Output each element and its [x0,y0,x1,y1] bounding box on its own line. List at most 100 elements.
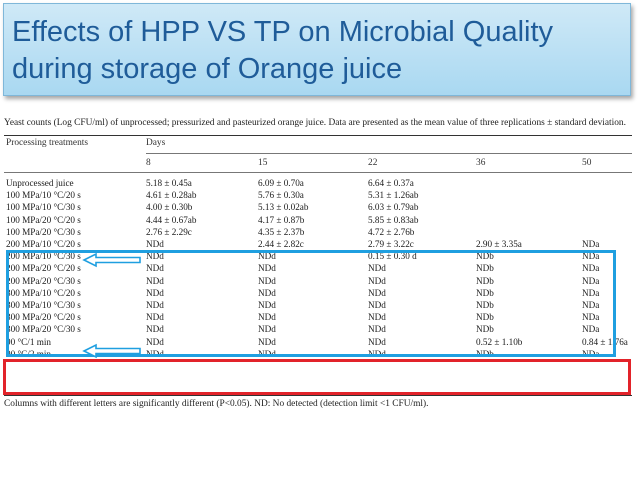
value-cell: NDb [476,275,494,286]
value-cell: NDb [476,324,494,335]
day-header: 36 [476,158,486,168]
value-cell: NDd [146,251,164,262]
table-top-rule [4,135,632,136]
value-cell: NDb [476,312,494,323]
value-cell: NDa [582,348,600,359]
table-row: 200 MPa/20 °C/30 s NDd NDd NDd NDb NDa [0,276,638,287]
title-banner: Effects of HPP VS TP on Microbial Qualit… [3,3,631,96]
value-cell: 6.64 ± 0.37a [368,178,414,188]
value-cell: NDd [146,300,164,310]
value-cell: 2.44 ± 2.82c [258,239,304,249]
treatment-cell: 300 MPa/20 °C/20 s [6,312,81,323]
value-cell: 4.35 ± 2.37b [258,226,305,237]
value-cell: NDa [582,275,600,286]
days-subrule [146,153,632,154]
value-cell: NDd [368,348,386,359]
day-header: 22 [368,158,378,168]
treatment-cell: 300 MPa/10 °C/20 s [6,287,81,298]
value-cell: 5.13 ± 0.02ab [258,202,309,213]
value-cell: NDa [582,263,600,274]
value-cell: NDd [258,251,276,262]
value-cell: NDd [258,336,276,347]
value-cell: NDd [258,275,276,286]
value-cell: NDa [582,287,600,298]
table-row: 300 MPa/20 °C/30 s NDd NDd NDd NDb NDa [0,324,638,335]
value-cell: NDd [146,263,164,274]
table-row: 90 °C/2 min NDd NDd NDd NDb NDa [0,349,638,360]
treatment-cell: 200 MPa/20 °C/30 s [6,275,81,286]
table-row: 300 MPa/20 °C/20 s NDd NDd NDd NDb NDa [0,312,638,323]
value-cell: NDd [146,336,164,347]
value-cell: 6.09 ± 0.70a [258,178,304,188]
value-cell: NDa [582,312,600,323]
table-footnote: Columns with different letters are signi… [4,399,429,409]
value-cell: NDa [582,324,600,335]
value-cell: NDa [582,239,600,249]
arrow-left-icon [82,343,141,359]
value-cell: NDd [368,300,386,310]
value-cell: NDd [368,287,386,298]
value-cell: NDd [368,275,386,286]
table-row: Unprocessed juice 5.18 ± 0.45a 6.09 ± 0.70… [0,178,638,189]
value-cell: 2.79 ± 3.22c [368,239,414,249]
slide-title-line2: during storage of Orange juice [12,53,403,85]
thermal-highlight-box [3,359,631,395]
value-cell: 5.76 ± 0.30a [258,190,304,201]
table-row: 200 MPa/10 °C/20 s NDd 2.44 ± 2.82c 2.79 ± … [0,239,638,250]
value-cell: 5.18 ± 0.45a [146,178,192,188]
value-cell: 4.72 ± 2.76b [368,226,415,237]
treatment-cell: 100 MPa/20 °C/20 s [6,214,81,225]
header-bottom-rule [4,172,632,173]
arrow-left-icon [82,252,141,268]
table-row: 100 MPa/20 °C/30 s 2.76 ± 2.29c 4.35 ± 2.3… [0,227,638,238]
table-row: 300 MPa/10 °C/30 s NDd NDd NDd NDb NDa [0,300,638,311]
day-header: 50 [582,158,592,168]
value-cell: NDd [258,312,276,323]
header-processing-treatments: Processing treatments [6,138,89,148]
treatment-cell: 300 MPa/10 °C/30 s [6,300,81,310]
value-cell: 0.52 ± 1.10b [476,336,523,347]
value-cell: NDd [368,312,386,323]
value-cell: NDd [146,324,164,335]
slide-title-line1: Effects of HPP VS TP on Microbial Qualit… [12,16,554,48]
value-cell: NDd [146,287,164,298]
value-cell: 4.61 ± 0.28ab [146,190,197,201]
value-cell: NDd [368,336,386,347]
value-cell: NDb [476,348,494,359]
value-cell: NDb [476,300,494,310]
value-cell: NDd [258,287,276,298]
slide-title: Effects of HPP VS TP on Microbial Qualit… [12,14,627,88]
treatment-cell: 200 MPa/10 °C/20 s [6,239,81,249]
treatment-cell: Unprocessed juice [6,178,74,188]
value-cell: 0.84 ± 1.76a [582,336,628,347]
value-cell: 5.85 ± 0.83ab [368,214,419,225]
value-cell: NDd [146,312,164,323]
table-bottom-rule [4,395,632,396]
value-cell: NDd [146,239,164,249]
table-row: 200 MPa/20 °C/20 s NDd NDd NDd NDb NDa [0,263,638,274]
value-cell: 4.17 ± 0.87b [258,214,305,225]
value-cell: 6.03 ± 0.79ab [368,202,419,213]
value-cell: NDb [476,263,494,274]
value-cell: NDd [368,263,386,274]
treatment-cell: 90 °C/1 min [6,336,52,347]
day-header: 8 [146,158,151,168]
treatment-cell: 100 MPa/20 °C/30 s [6,226,81,237]
treatment-cell: 200 MPa/10 °C/30 s [6,251,81,262]
header-days: Days [146,138,166,148]
table-row: 200 MPa/10 °C/30 s NDd NDd 0.15 ± 0.30 d NDb… [0,251,638,262]
table-row: 90 °C/1 min NDd NDd NDd 0.52 ± 1.10b 0.84 ± 1… [0,337,638,348]
table-row: 100 MPa/10 °C/30 s 4.00 ± 0.30b 5.13 ± 0.0… [0,202,638,213]
value-cell: NDd [258,348,276,359]
value-cell: NDd [146,275,164,286]
value-cell: 5.31 ± 1.26ab [368,190,419,201]
table-caption: Yeast counts (Log CFU/ml) of unprocessed… [4,118,626,128]
hpp-highlight-box [6,250,616,357]
treatment-cell: 100 MPa/10 °C/20 s [6,190,81,201]
value-cell: NDd [258,324,276,335]
treatment-cell: 300 MPa/20 °C/30 s [6,324,81,335]
value-cell: 2.90 ± 3.35a [476,239,522,249]
table-row: 100 MPa/20 °C/20 s 4.44 ± 0.67ab 4.17 ± 0.… [0,215,638,226]
value-cell: NDa [582,251,600,262]
treatment-cell: 200 MPa/20 °C/20 s [6,263,81,274]
